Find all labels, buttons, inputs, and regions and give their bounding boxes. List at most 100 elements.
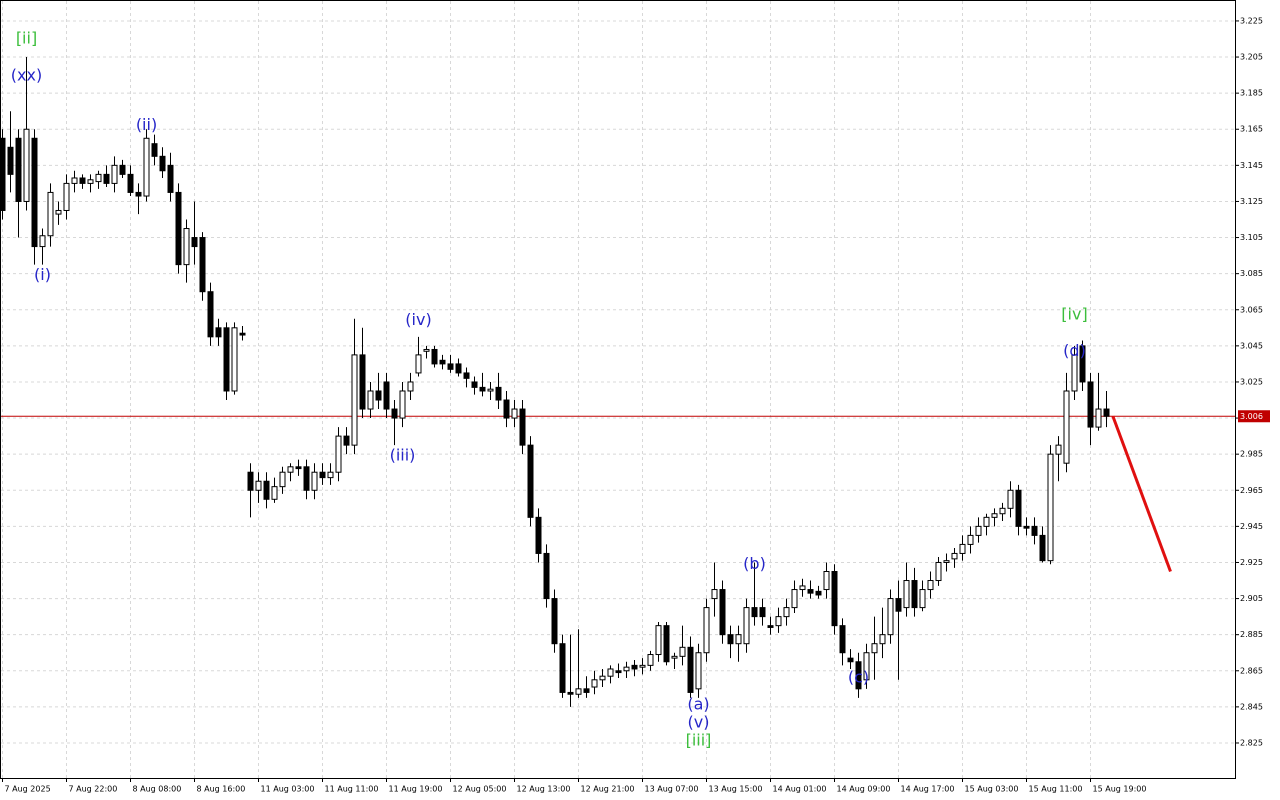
candle-body [159,155,166,172]
x-tick-label: 12 Aug 13:00 [517,785,571,794]
y-tick-label: 3.045 [1240,341,1263,350]
candle-body [143,137,150,197]
candle-body [599,675,606,681]
candle-body [727,634,734,645]
candle-body [383,381,390,410]
candle-body [95,173,102,183]
candle-body [615,670,622,674]
candle-body [711,589,718,600]
candle-body [127,173,134,193]
current-price-label: 3.006 [1240,412,1263,421]
x-tick-label: 15 Aug 19:00 [1093,785,1147,794]
candle-body [743,607,750,645]
candle-body [71,177,78,184]
candle-body [103,173,110,184]
candle-body [767,625,774,628]
candle-body [111,164,118,184]
candle-body [439,359,446,365]
candle-body [919,589,926,609]
candle-body [215,327,222,338]
y-tick-label: 2.985 [1240,450,1263,459]
forecast-line [1111,415,1172,573]
candle-body [7,146,14,175]
candle-body [431,348,438,365]
wave-label: (b) [743,554,766,573]
x-tick-label: 15 Aug 11:00 [1029,785,1083,794]
candle-body [703,607,710,654]
candle-body [1055,444,1062,455]
candle-body [375,390,382,401]
candle-body [823,570,830,591]
candle-body [151,143,158,157]
candle-body [167,164,174,193]
candle-body [1103,408,1110,417]
candle-body [79,177,86,184]
candle-body [463,372,470,379]
candle-body [391,408,398,419]
candle-body [455,363,462,374]
y-tick-label: 2.965 [1240,486,1263,495]
candle-body [255,480,262,491]
candle-body [1087,381,1094,428]
candle-body [815,590,822,596]
candle-body [1031,525,1038,536]
candle-body [1095,408,1102,428]
candle-body [135,191,142,197]
candle-body [503,399,510,419]
candle-body [527,444,534,518]
candle-body [847,657,854,663]
candle-body [471,381,478,388]
candle-body [343,435,350,446]
candle-body [911,580,918,609]
x-tick-label: 14 Aug 01:00 [773,785,827,794]
candle-body [831,570,838,627]
x-tick-label: 13 Aug 07:00 [645,785,699,794]
candle-body [1015,489,1022,527]
candle-body [903,580,910,609]
y-tick-label: 3.165 [1240,125,1263,134]
candle-body [279,471,286,488]
y-tick-label: 2.945 [1240,522,1263,531]
candle-body [303,466,310,491]
candle-body [647,654,654,666]
candle-body [367,390,374,410]
x-tick-label: 12 Aug 05:00 [453,785,507,794]
wave-label: (d) [1063,341,1086,360]
candle-body [415,354,422,374]
candle-body [487,388,494,392]
candle-body [943,560,950,563]
candle-body [783,607,790,618]
candle-body [271,486,278,500]
candle-body [359,354,366,410]
candle-body [1007,489,1014,509]
wave-label: (iii) [390,445,416,464]
candle-body [295,466,302,470]
y-tick-label: 3.065 [1240,305,1263,314]
candle-body [1079,345,1086,383]
candle-body [639,664,646,668]
x-tick-label: 11 Aug 03:00 [261,785,315,794]
candle-body [655,625,662,656]
candle-body [247,471,254,491]
wave-label: (iv) [405,310,431,329]
candle-body [671,655,678,659]
wave-label: (i) [34,265,51,284]
candle-body [423,348,430,352]
candle-body [39,235,46,248]
candle-body [807,589,814,594]
candle-body [47,191,54,237]
candle-body [855,661,862,690]
candle-body [935,561,942,582]
candle-body [511,408,518,419]
candle-body [719,589,726,636]
candle-body [775,616,782,627]
wave-label: (c) [848,667,869,686]
candle-body [311,471,318,491]
candle-body [895,598,902,612]
x-tick-label: 11 Aug 19:00 [389,785,443,794]
candle-body [871,643,878,654]
candle-body [0,137,6,211]
x-tick-label: 14 Aug 17:00 [901,785,955,794]
